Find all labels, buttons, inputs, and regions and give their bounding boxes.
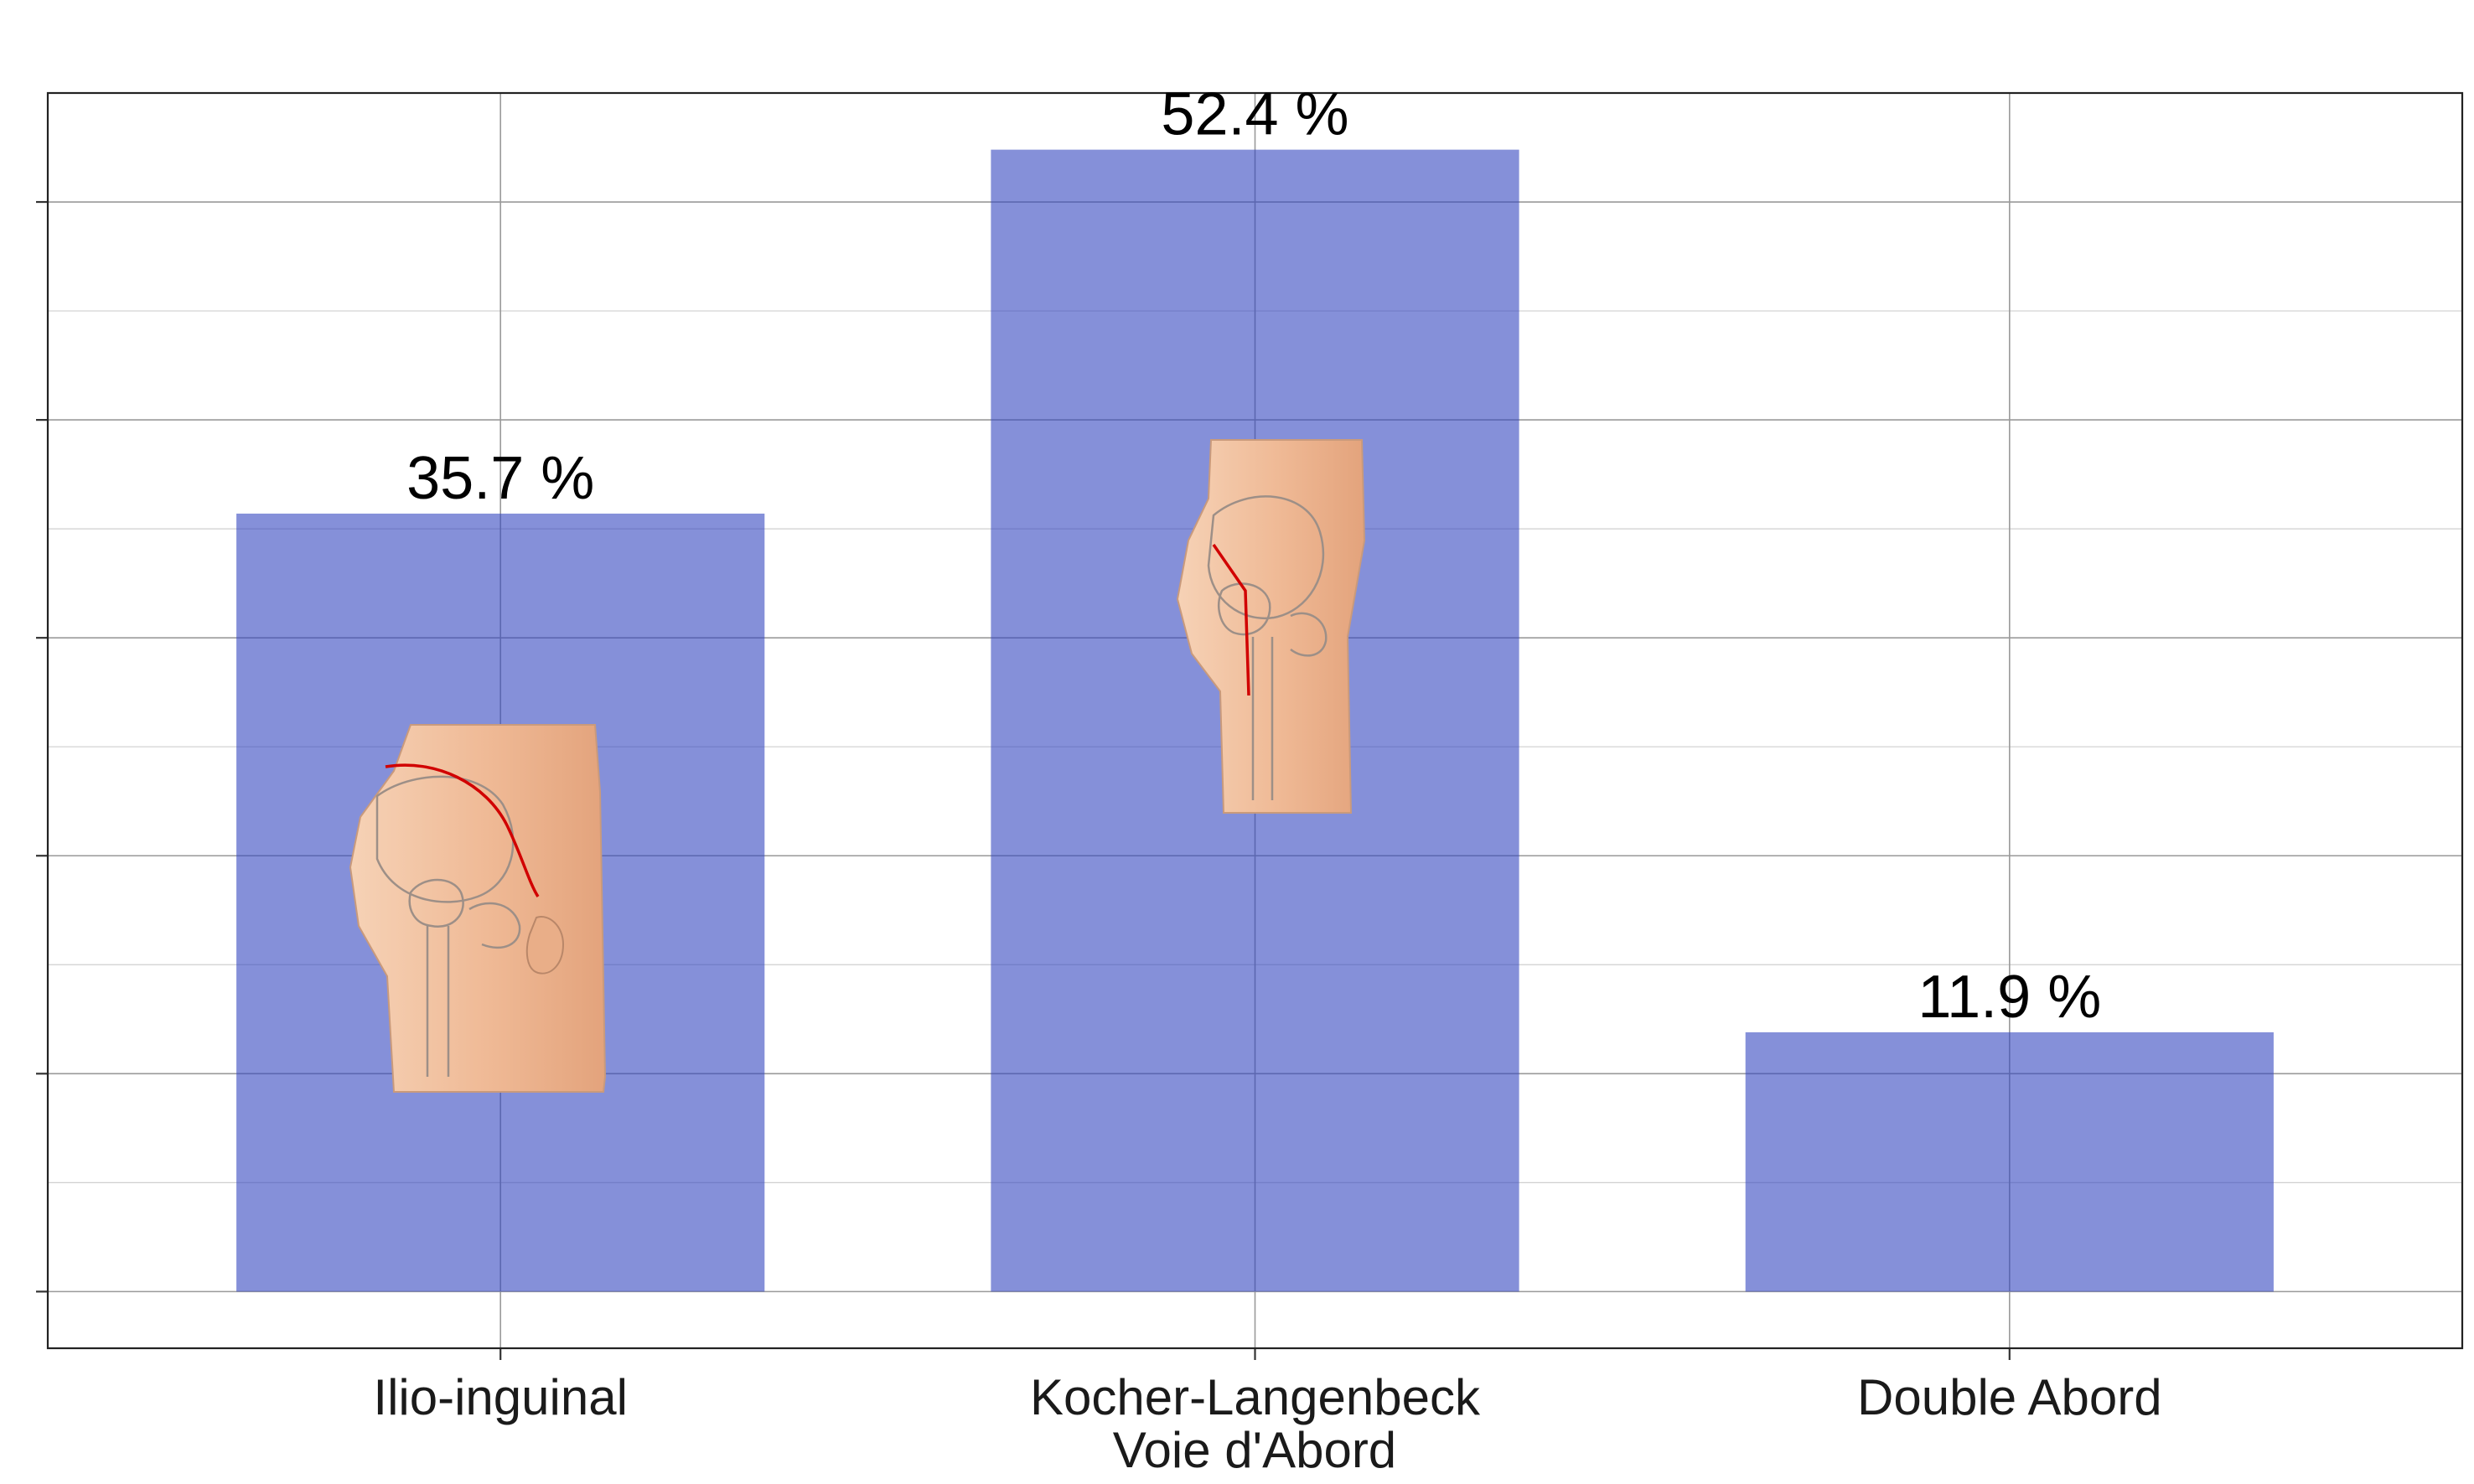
x-axis-tick-labels: Ilio-inguinal Kocher-Langenbeck Double Abo… bbox=[373, 1369, 2161, 1425]
x-tick-label: Kocher-Langenbeck bbox=[1030, 1369, 1481, 1425]
data-label: 35.7 % bbox=[406, 445, 594, 512]
bar bbox=[1745, 1032, 2274, 1292]
data-labels: 35.7 % 52.4 % 11.9 % bbox=[406, 81, 2101, 1031]
hip-posterior-incision-illustration bbox=[1176, 439, 1366, 814]
data-label: 11.9 % bbox=[1918, 964, 2101, 1031]
bars bbox=[236, 149, 2274, 1292]
x-axis-title: Voie d'Abord bbox=[1113, 1422, 1396, 1478]
x-tick-label: Double Abord bbox=[1857, 1369, 2162, 1425]
x-tick-label: Ilio-inguinal bbox=[373, 1369, 628, 1425]
plot-panel-border bbox=[46, 91, 2464, 1350]
hip-anterior-incision-illustration bbox=[349, 724, 607, 1093]
data-label: 52.4 % bbox=[1161, 81, 1348, 148]
axis-ticks bbox=[36, 200, 2011, 1360]
